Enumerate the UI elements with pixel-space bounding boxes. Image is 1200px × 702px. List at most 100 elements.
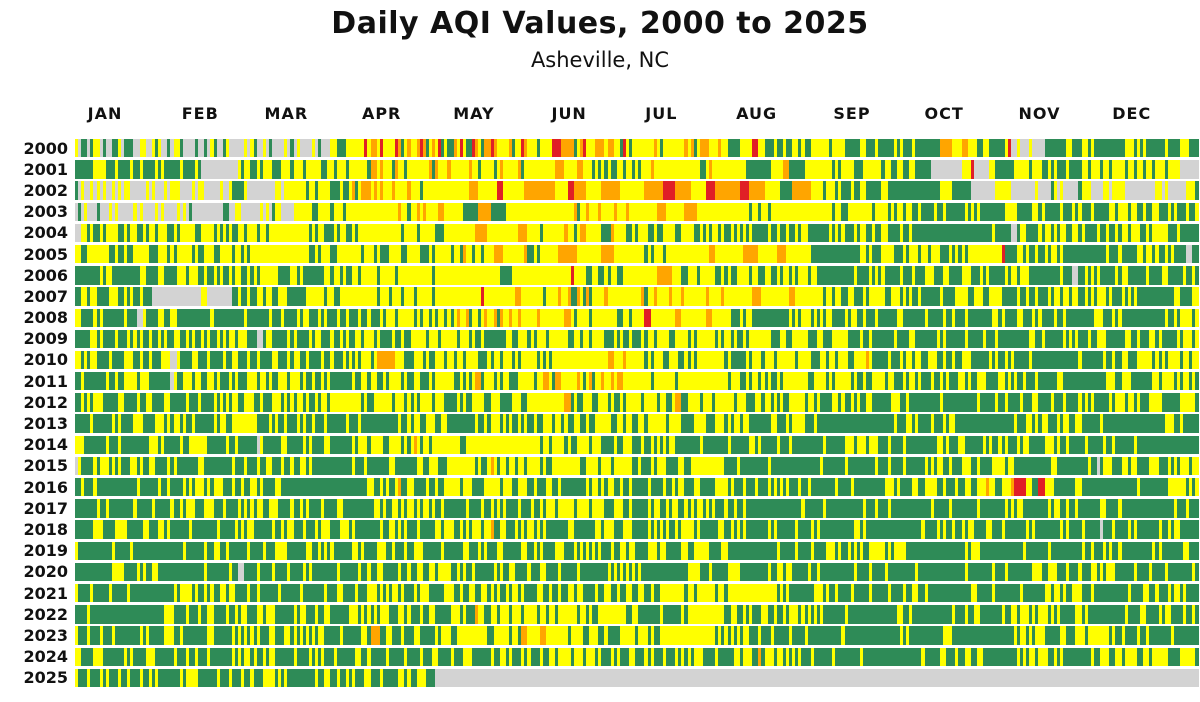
- day-cell: [509, 160, 513, 179]
- day-cell: [496, 266, 500, 285]
- day-cell: [216, 393, 220, 412]
- day-cell: [813, 202, 817, 221]
- day-cell: [478, 266, 482, 285]
- day-cell: [475, 414, 479, 433]
- day-cell: [1158, 223, 1162, 243]
- day-cell: [293, 202, 297, 221]
- day-cell: [859, 202, 863, 221]
- day-cell: [392, 287, 396, 306]
- day-cell: [739, 160, 743, 179]
- day-cell: [139, 393, 143, 412]
- day-cell: [96, 181, 100, 200]
- day-cell: [1035, 329, 1039, 349]
- day-cell: [364, 308, 368, 327]
- day-cell: [979, 287, 984, 306]
- month-label: FEB: [181, 104, 219, 123]
- day-cell: [182, 160, 186, 179]
- day-cell: [1013, 160, 1017, 179]
- day-cell: [742, 244, 747, 264]
- day-cell: [465, 223, 469, 243]
- day-cell: [293, 329, 297, 349]
- day-cell: [139, 350, 143, 370]
- day-cell: [742, 393, 747, 412]
- day-cell: [1149, 329, 1153, 349]
- day-cell: [1072, 393, 1076, 412]
- day-cell: [348, 329, 353, 349]
- day-cell: [164, 287, 168, 306]
- day-cell: [832, 202, 836, 221]
- day-cell: [933, 266, 937, 285]
- day-cell: [730, 223, 734, 243]
- day-cell: [736, 160, 740, 179]
- day-cell: [432, 329, 436, 349]
- day-cell: [822, 139, 827, 158]
- day-cell: [1100, 308, 1104, 327]
- day-cell: [151, 223, 156, 243]
- day-cell: [924, 329, 928, 349]
- day-cell: [1109, 223, 1113, 243]
- day-cell: [432, 414, 436, 433]
- day-cell: [672, 329, 676, 349]
- day-cell: [607, 266, 611, 285]
- day-cell: [425, 202, 429, 221]
- day-cell: [1066, 181, 1070, 200]
- day-cell: [469, 350, 473, 370]
- day-cell: [878, 181, 882, 200]
- day-cell: [998, 202, 1002, 221]
- day-cell: [318, 160, 322, 179]
- day-cell: [961, 266, 965, 285]
- day-cell: [425, 223, 429, 243]
- day-cell: [1130, 181, 1134, 200]
- day-cell: [625, 181, 630, 200]
- day-cell: [841, 223, 845, 243]
- day-cell: [161, 202, 165, 221]
- day-cell: [1143, 287, 1147, 306]
- day-cell: [395, 414, 399, 433]
- day-cell: [321, 372, 325, 391]
- day-cell: [742, 223, 747, 243]
- day-cell: [401, 223, 405, 243]
- day-cell: [616, 372, 620, 391]
- year-row-2005: [75, 244, 1199, 264]
- day-cell: [459, 414, 463, 433]
- day-cell: [1016, 372, 1020, 391]
- day-cell: [869, 329, 873, 349]
- day-cell: [792, 223, 796, 243]
- day-cell: [385, 393, 389, 412]
- day-cell: [299, 372, 303, 391]
- day-cell: [195, 223, 199, 243]
- day-cell: [1189, 160, 1193, 179]
- day-cell: [524, 181, 528, 200]
- day-cell: [398, 393, 402, 412]
- day-cell: [395, 202, 399, 221]
- day-cell: [330, 266, 334, 285]
- day-cell: [690, 160, 694, 179]
- day-cell: [450, 308, 454, 327]
- day-cell: [782, 393, 787, 412]
- day-cell: [1115, 393, 1119, 412]
- day-cell: [284, 160, 288, 179]
- day-cell: [567, 181, 571, 200]
- day-cell: [1087, 160, 1091, 179]
- day-cell: [213, 160, 217, 179]
- day-cell: [635, 223, 639, 243]
- day-cell: [832, 287, 836, 306]
- day-cell: [619, 329, 623, 349]
- day-cell: [724, 139, 728, 158]
- day-cell: [749, 139, 753, 158]
- day-cell: [610, 350, 614, 370]
- year-row-2001: [75, 160, 1199, 179]
- day-cell: [358, 393, 362, 412]
- day-cell: [949, 329, 953, 349]
- day-cell: [706, 244, 710, 264]
- day-cell: [955, 329, 959, 349]
- day-cell: [502, 350, 506, 370]
- day-cell: [921, 393, 925, 412]
- day-cell: [755, 372, 759, 391]
- day-cell: [829, 244, 833, 264]
- day-cell: [687, 223, 691, 243]
- day-cell: [555, 350, 559, 370]
- day-cell: [515, 372, 519, 391]
- day-cell: [247, 266, 251, 285]
- day-cell: [324, 308, 328, 327]
